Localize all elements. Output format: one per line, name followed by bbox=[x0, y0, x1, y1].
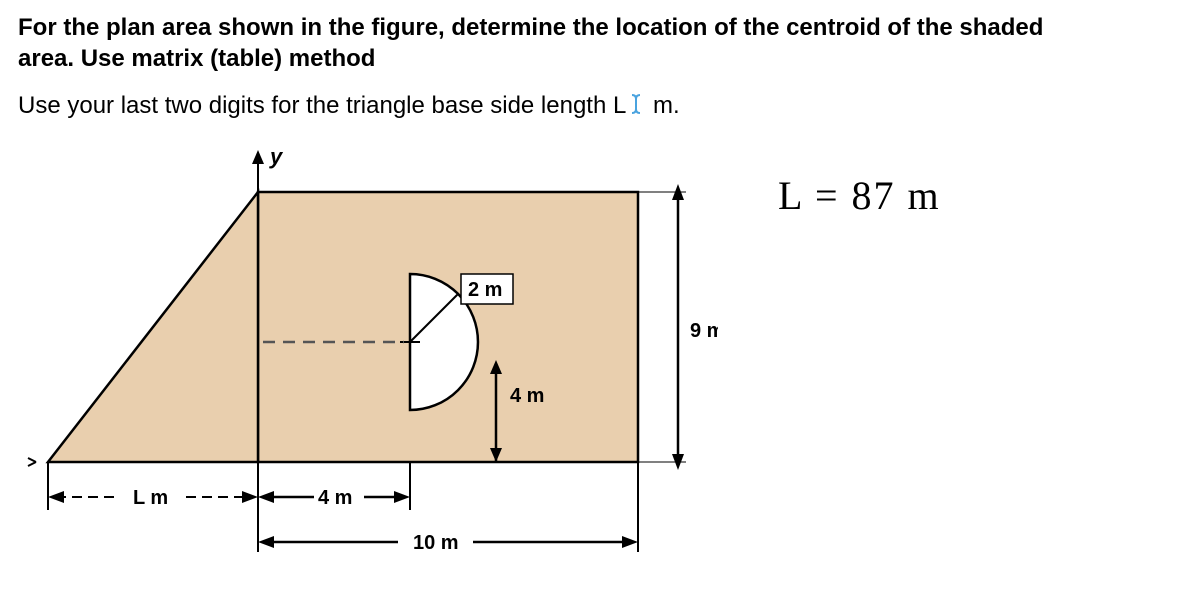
circle-y-label: 4 m bbox=[510, 385, 544, 407]
height-label: 9 m bbox=[690, 320, 718, 342]
width-label: 10 m bbox=[413, 532, 459, 554]
axis-y-label: y bbox=[269, 144, 284, 169]
problem-line2: area. Use matrix (table) method bbox=[18, 45, 375, 72]
instruction-post: m. bbox=[646, 92, 679, 119]
instruction-pre: Use your last two digits for the triangl… bbox=[18, 92, 626, 119]
handwritten-value: L = 87 m bbox=[778, 172, 941, 219]
figure-diagram: y 2 m 4 m bbox=[18, 142, 718, 562]
circle-x-label: 4 m bbox=[318, 487, 352, 509]
text-cursor-icon bbox=[628, 93, 644, 122]
problem-line1: For the plan area shown in the figure, d… bbox=[18, 14, 1043, 41]
tri-base-label: L m bbox=[133, 487, 168, 509]
instruction: Use your last two digits for the triangl… bbox=[18, 92, 1182, 121]
content-row: y 2 m 4 m bbox=[18, 142, 1182, 562]
radius-label: 2 m bbox=[468, 279, 502, 301]
problem-statement: For the plan area shown in the figure, d… bbox=[18, 12, 1182, 74]
